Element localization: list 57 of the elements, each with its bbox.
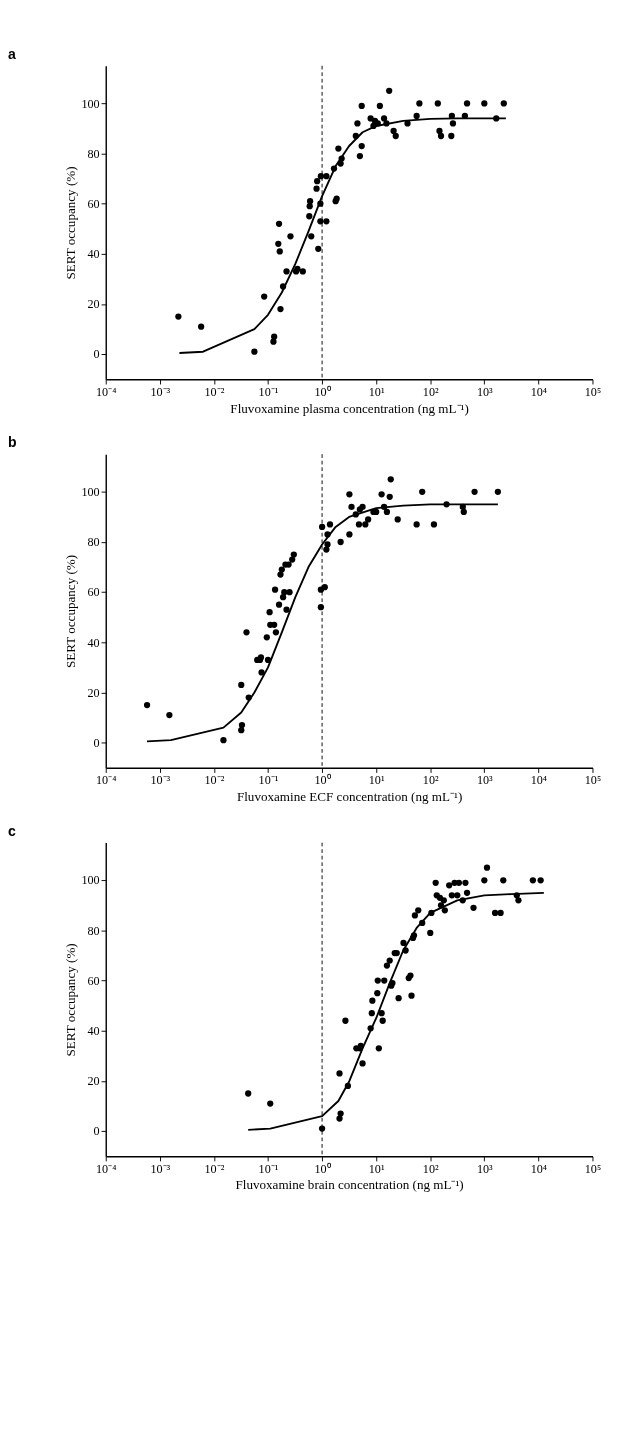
x-tick-label: 10⁻¹: [258, 773, 279, 788]
x-tick-label: 10⁻³: [150, 384, 171, 399]
x-tick-label: 10⁻²: [204, 384, 225, 399]
x-tick-label: 10³: [476, 1161, 494, 1176]
x-tick-label: 10⁻⁴: [96, 384, 117, 399]
y-tick-label: 80: [87, 535, 100, 550]
y-tick-label: 100: [81, 485, 100, 500]
x-tick-label: 10⁻⁴: [96, 1161, 117, 1176]
y-tick-label: 20: [87, 297, 100, 312]
y-tick-label: 0: [93, 347, 100, 362]
x-tick-label: 10²: [422, 1161, 439, 1176]
x-tick-label: 10⁴: [530, 773, 548, 788]
x-tick-label: 10²: [422, 384, 439, 399]
x-tick-label: 10¹: [368, 773, 385, 788]
y-tick-label: 60: [87, 585, 100, 600]
y-tick-label: 20: [87, 1074, 100, 1089]
x-tick-label: 10⁻³: [150, 1161, 171, 1176]
x-tick-label: 10⁰: [314, 773, 332, 788]
x-tick-label: 10²: [422, 773, 439, 788]
x-axis-title: Fluvoxamine plasma concentration (ng mL⁻¹): [230, 400, 469, 416]
x-axis-title: Fluvoxamine ECF concentration (ng mL⁻¹): [236, 788, 463, 804]
x-tick-label: 10⁰: [314, 1161, 332, 1176]
x-axis-title: Fluvoxamine brain concentration (ng mL⁻¹): [235, 1177, 464, 1193]
y-tick-label: 20: [87, 685, 100, 700]
x-tick-label: 10⁰: [314, 384, 332, 399]
x-tick-label: 10⁵: [584, 384, 602, 399]
x-tick-label: 10⁻⁴: [96, 773, 117, 788]
x-tick-label: 10⁴: [530, 384, 548, 399]
y-tick-label: 80: [87, 923, 100, 938]
x-tick-label: 10⁻²: [204, 1161, 225, 1176]
y-tick-label: 40: [87, 1023, 100, 1038]
y-tick-label: 60: [87, 196, 100, 211]
y-axis-title: SERT occupancy (%): [62, 943, 78, 1057]
y-tick-label: 100: [81, 96, 100, 111]
x-tick-label: 10⁻¹: [258, 1161, 279, 1176]
chart-title: b: [7, 434, 17, 451]
x-tick-label: 10³: [476, 384, 494, 399]
y-tick-label: 60: [87, 973, 100, 988]
y-tick-label: 0: [93, 1124, 100, 1139]
y-axis-title: SERT occupancy (%): [62, 554, 78, 669]
x-tick-label: 10⁻³: [150, 773, 171, 788]
x-tick-label: 10⁵: [584, 1161, 602, 1176]
y-tick-label: 40: [87, 247, 100, 262]
y-tick-label: 100: [81, 873, 100, 888]
y-tick-label: 0: [93, 735, 100, 750]
chart-title: a: [7, 45, 16, 62]
chart-title: c: [7, 822, 16, 839]
x-tick-label: 10¹: [368, 1161, 385, 1176]
x-tick-label: 10³: [476, 773, 494, 788]
y-axis-title: SERT occupancy (%): [62, 166, 78, 280]
y-tick-label: 80: [87, 146, 100, 161]
x-tick-label: 10⁴: [530, 1161, 548, 1176]
x-tick-label: 10⁻²: [204, 773, 225, 788]
x-tick-label: 10⁻¹: [258, 384, 279, 399]
x-tick-label: 10¹: [368, 384, 385, 399]
y-tick-label: 40: [87, 635, 100, 650]
x-tick-label: 10⁵: [584, 773, 602, 788]
